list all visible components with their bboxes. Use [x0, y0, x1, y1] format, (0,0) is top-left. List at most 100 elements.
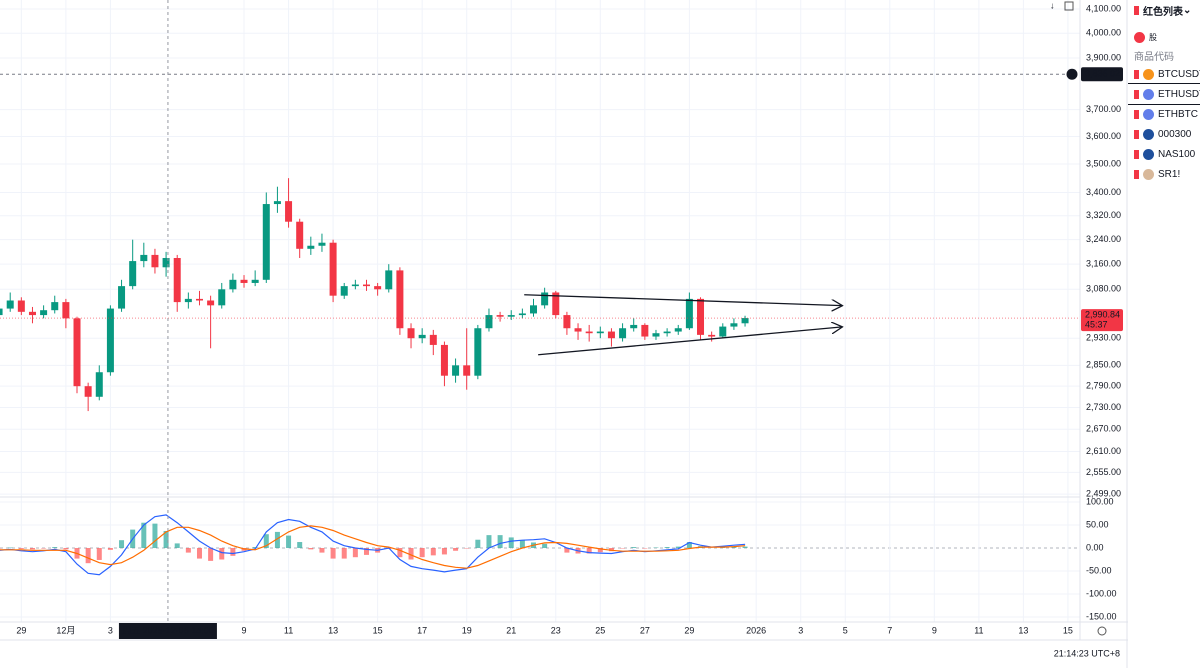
- x-tick-label: 5: [843, 625, 848, 635]
- histogram-bar: [230, 548, 236, 556]
- candle-body: [607, 331, 615, 339]
- y-tick-label: 4,000.00: [1086, 28, 1121, 38]
- x-tick-label: 7: [887, 625, 892, 635]
- histogram-bar: [597, 548, 603, 553]
- histogram-bar: [330, 548, 336, 559]
- chart: ↓ 21:14:23 UTC+8 4,100.00 4,000.00 3,900.0…: [0, 0, 1128, 668]
- histogram-bar: [163, 530, 169, 549]
- x-tick-label: 29: [684, 625, 694, 635]
- symbol-icon: [1143, 88, 1154, 100]
- histogram-bar: [542, 543, 548, 549]
- histogram-bar: [675, 546, 681, 549]
- fullscreen-button[interactable]: [1064, 1, 1074, 11]
- macd-tick-label: -150.00: [1086, 611, 1117, 621]
- watchlist-row[interactable]: BTCUSDT: [1128, 64, 1200, 84]
- x-tick-label: 13: [328, 625, 338, 635]
- x-tick-label: 19: [462, 625, 472, 635]
- histogram-bar: [29, 548, 35, 550]
- candle-body: [663, 331, 671, 334]
- candle-body: [396, 270, 404, 329]
- histogram-bar: [430, 548, 436, 556]
- watchlist-row[interactable]: SR1!: [1128, 164, 1200, 184]
- crosshair-price-tag: [1081, 67, 1123, 82]
- column-header: 商品代码: [1128, 46, 1200, 64]
- y-tick-label: 4,100.00: [1086, 3, 1121, 13]
- histogram-bar: [586, 548, 592, 554]
- candle-body: [207, 300, 215, 306]
- candle-body: [251, 279, 259, 283]
- x-tick-label: 12月: [56, 625, 75, 635]
- macd-line: [0, 525, 746, 569]
- flag: [1134, 129, 1139, 139]
- candle-body: [685, 298, 693, 329]
- macd-line: [0, 514, 746, 576]
- candle-body: [162, 257, 170, 268]
- x-tick-label: 13: [1018, 625, 1028, 635]
- y-tick-label: 3,600.00: [1086, 131, 1121, 141]
- watchlist-row[interactable]: 000300: [1128, 124, 1200, 144]
- watchlist-header[interactable]: 红色列表 ⌄: [1128, 0, 1200, 20]
- section[interactable]: 股: [1128, 28, 1200, 46]
- clock: 21:14:23 UTC+8: [1054, 648, 1120, 658]
- histogram-bar: [308, 548, 314, 550]
- candle-body: [530, 305, 538, 314]
- candle-body: [719, 326, 727, 337]
- column-label: 商品代码: [1134, 51, 1174, 63]
- scroll-button[interactable]: ↓: [1050, 0, 1055, 10]
- histogram-bar: [453, 548, 459, 551]
- histogram-bar: [564, 548, 570, 553]
- last-price-tag: [1081, 309, 1123, 332]
- histogram-bar: [341, 548, 347, 559]
- histogram-bar: [486, 535, 492, 549]
- histogram-bar: [475, 539, 481, 549]
- watchlist-row[interactable]: ETHUSDT: [1128, 83, 1200, 105]
- x-tick-label: 27: [640, 625, 650, 635]
- add-button[interactable]: [1066, 68, 1078, 80]
- histogram-bar: [497, 535, 503, 549]
- candle-body: [118, 286, 126, 309]
- histogram-bar: [219, 548, 225, 560]
- histogram-bar: [141, 522, 147, 549]
- watchlist-row[interactable]: ETHBTC: [1128, 104, 1200, 124]
- y-tick-label: 3,160.00: [1086, 259, 1121, 269]
- histogram-bar: [686, 542, 692, 549]
- candle-body: [429, 334, 437, 345]
- x-tick-label: 11: [284, 625, 293, 635]
- flag: [1134, 169, 1139, 179]
- histogram-bar: [742, 546, 748, 549]
- histogram-bar: [208, 548, 214, 561]
- y-tick-label: 2,930.00: [1086, 333, 1121, 343]
- symbol: SR1!: [1158, 168, 1181, 180]
- candle-body: [619, 328, 627, 339]
- candle-body: [563, 315, 571, 329]
- histogram-bar: [107, 548, 113, 550]
- x-tick-label: 15: [1063, 625, 1073, 635]
- histogram-bar: [18, 548, 24, 549]
- candle-body: [273, 201, 281, 205]
- y-tick-label: 3,240.00: [1086, 234, 1121, 244]
- settings-button[interactable]: [1097, 626, 1107, 636]
- histogram-bar: [263, 534, 269, 549]
- candle-body: [652, 333, 660, 337]
- histogram-bar: [631, 547, 637, 549]
- watchlist-title: 红色列表: [1143, 6, 1183, 18]
- candle-body: [73, 318, 81, 387]
- candle-body: [195, 298, 203, 301]
- candle-body: [351, 284, 359, 287]
- histogram-bar: [119, 540, 125, 549]
- candle-body: [151, 254, 159, 268]
- histogram-bar: [419, 548, 425, 558]
- candle-body: [574, 328, 582, 332]
- y-tick-label: 2,790.00: [1086, 381, 1121, 391]
- y-tick-label: 3,700.00: [1086, 104, 1121, 114]
- histogram-bar: [363, 548, 369, 555]
- watchlist-row[interactable]: NAS100: [1128, 144, 1200, 164]
- candle-body: [62, 302, 70, 319]
- histogram-bar: [174, 543, 180, 549]
- candle-body: [28, 311, 36, 316]
- y-tick-label: 2,850.00: [1086, 360, 1121, 370]
- x-tick-label: 3: [798, 625, 803, 635]
- candle-body: [674, 328, 682, 332]
- candle-body: [218, 289, 226, 306]
